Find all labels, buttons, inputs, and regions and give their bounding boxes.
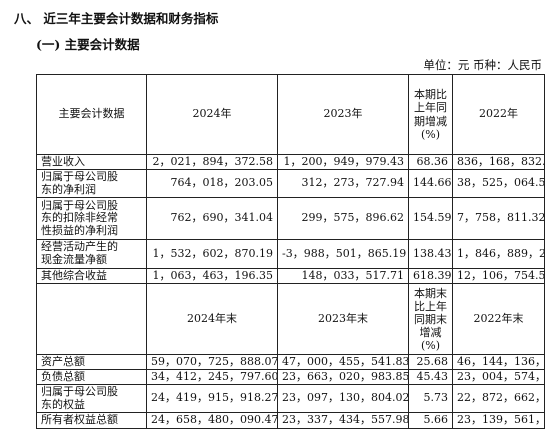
row-label-line: 所有者权益总额 <box>41 413 118 427</box>
table-row: 其他综合收益 1，063，463，196.35 148，033，517.71 618.… <box>36 268 545 284</box>
value-2022-cell: 12，106，754.54 <box>452 268 545 284</box>
value-2022-cell: 22，872，662，943.56 <box>452 384 545 413</box>
table-row: 资产总额 59，070，725，888.07 47，000，455，541.83 25… <box>36 354 545 370</box>
change-pct-cell: 144.66 <box>408 169 453 198</box>
row-label: 资产总额 <box>36 354 147 370</box>
table1-header-cell: 2023年 <box>277 74 409 155</box>
row-label-line: 性损益的净利润 <box>41 223 118 237</box>
value-2023-cell: 23，097，130，804.02 <box>277 384 409 413</box>
row-label: 经营活动产生的 现金流量净额 <box>36 239 147 269</box>
row-label: 归属于母公司股 东的扣除非经常 性损益的净利润 <box>36 197 147 240</box>
table1-pct-header: 本期比 上年同 期增减 (%) <box>408 74 453 155</box>
table2-header-cell: 2022年末 <box>452 283 545 355</box>
row-label-line: 归属于母公司股 <box>41 169 118 183</box>
row-label-line: 归属于母公司股 <box>41 198 118 212</box>
pct-header-line: 同期末 <box>414 312 447 326</box>
pct-header-line: 本期比 <box>414 87 447 101</box>
value-2024-cell: 34，412，245，797.60 <box>146 369 278 385</box>
section-title: 八、 近三年主要会计数据和财务指标 <box>14 11 219 26</box>
change-pct-cell: 25.68 <box>408 354 453 370</box>
pct-header-line: 上年同 <box>414 101 447 114</box>
table2-header-cell <box>36 283 147 355</box>
unit-currency-note: 单位：元 币种：人民币 <box>423 58 542 72</box>
subsection-title: (一) 主要会计数据 <box>36 37 140 52</box>
table1-header-cell: 主要会计数据 <box>36 74 147 155</box>
change-pct-cell: 154.59 <box>408 197 453 240</box>
accounting-data-table: 主要会计数据 2024年 2023年 本期比 上年同 期增减 (%) 2022年 营业收入 2，0… <box>36 74 545 429</box>
row-label-line: 东的净利润 <box>41 182 96 196</box>
row-label-line: 现金流量净额 <box>41 253 107 266</box>
value-2024-cell: 1，063，463，196.35 <box>146 268 278 284</box>
change-pct-cell: 5.66 <box>408 412 453 429</box>
value-2024-cell: 764，018，203.05 <box>146 169 278 198</box>
table2-header-cell: 2024年末 <box>146 283 278 355</box>
pct-header-line: (%) <box>420 338 441 352</box>
value-2022-cell: 7，758，811.32 <box>452 197 545 240</box>
table1-header-cell: 2024年 <box>146 74 278 155</box>
change-pct-cell: 45.43 <box>408 369 453 385</box>
row-label-line: 营业收入 <box>41 154 85 168</box>
row-label-line: 负债总额 <box>41 369 85 383</box>
value-2022-cell: 23，004，574，969.57 <box>452 369 545 385</box>
change-pct-cell: 618.39 <box>408 268 453 284</box>
value-2024-cell: 2，021，894，372.58 <box>146 154 278 170</box>
pct-header-line: 本期末 <box>414 286 447 300</box>
table2-header-row: 2024年末 2023年末 本期末 比上年 同期末 增减 (%) 2022年末 <box>36 283 545 355</box>
value-2023-cell: -3，988，501，865.19 <box>277 239 409 269</box>
row-label: 归属于母公司股 东的净利润 <box>36 169 147 198</box>
value-2023-cell: 23，663，020，983.85 <box>277 369 409 385</box>
table-row: 归属于母公司股 东的净利润 764，018，203.05 312，273，727.94… <box>36 169 545 198</box>
row-label: 负债总额 <box>36 369 147 385</box>
table-row: 归属于母公司股 东的扣除非经常 性损益的净利润 762，690，341.04 299，5… <box>36 197 545 240</box>
value-2023-cell: 23，337，434，557.98 <box>277 412 409 429</box>
value-2024-cell: 1，532，602，870.19 <box>146 239 278 269</box>
row-label: 归属于母公司股 东的权益 <box>36 384 147 413</box>
row-label: 营业收入 <box>36 154 147 170</box>
row-label-line: 经营活动产生的 <box>41 240 118 254</box>
value-2022-cell: 46，144，136，738.79 <box>452 354 545 370</box>
table-row: 所有者权益总额 24，658，480，090.47 23，337，434，557.9… <box>36 412 545 429</box>
row-label-line: 资产总额 <box>41 354 85 368</box>
pct-header-line: 期增减 <box>414 114 447 128</box>
value-2023-cell: 299，575，896.62 <box>277 197 409 240</box>
table-row: 归属于母公司股 东的权益 24，419，915，918.27 23，097，130，8… <box>36 384 545 413</box>
change-pct-cell: 68.36 <box>408 154 453 170</box>
pct-header-line: 增减 <box>419 325 442 339</box>
pct-header-line: (%) <box>420 128 441 141</box>
value-2023-cell: 1，200，949，979.43 <box>277 154 409 170</box>
row-label-line: 东的扣除非经常 <box>41 211 118 225</box>
table-row: 营业收入 2，021，894，372.58 1，200，949，979.43 68.3… <box>36 154 545 170</box>
value-2022-cell: 38，525，064.57 <box>452 169 545 198</box>
value-2022-cell: 836，168，832.89 <box>452 154 545 170</box>
value-2024-cell: 24，419，915，918.27 <box>146 384 278 413</box>
row-label-line: 其他综合收益 <box>41 268 107 282</box>
value-2022-cell: 23，139，561，769.22 <box>452 412 545 429</box>
table-row: 负债总额 34，412，245，797.60 23，663，020，983.85 45… <box>36 369 545 385</box>
change-pct-cell: 138.43 <box>408 239 453 269</box>
change-pct-cell: 5.73 <box>408 384 453 413</box>
table1-header-row: 主要会计数据 2024年 2023年 本期比 上年同 期增减 (%) 2022年 <box>36 74 545 155</box>
table2-header-cell: 2023年末 <box>277 283 409 355</box>
value-2023-cell: 47，000，455，541.83 <box>277 354 409 370</box>
value-2024-cell: 59，070，725，888.07 <box>146 354 278 370</box>
value-2023-cell: 312，273，727.94 <box>277 169 409 198</box>
value-2022-cell: 1，846，889，289.71 <box>452 239 545 269</box>
table2-pct-header: 本期末 比上年 同期末 增减 (%) <box>408 283 453 355</box>
value-2024-cell: 762，690，341.04 <box>146 197 278 240</box>
row-label-line: 归属于母公司股 <box>41 384 118 398</box>
value-2023-cell: 148，033，517.71 <box>277 268 409 284</box>
row-label: 所有者权益总额 <box>36 412 147 429</box>
table-row: 经营活动产生的 现金流量净额 1，532，602，870.19 -3，988，501，… <box>36 239 545 269</box>
table1-header-cell: 2022年 <box>452 74 545 155</box>
pct-header-line: 比上年 <box>414 299 447 313</box>
row-label-line: 东的权益 <box>41 397 85 411</box>
value-2024-cell: 24，658，480，090.47 <box>146 412 278 429</box>
row-label: 其他综合收益 <box>36 268 147 284</box>
